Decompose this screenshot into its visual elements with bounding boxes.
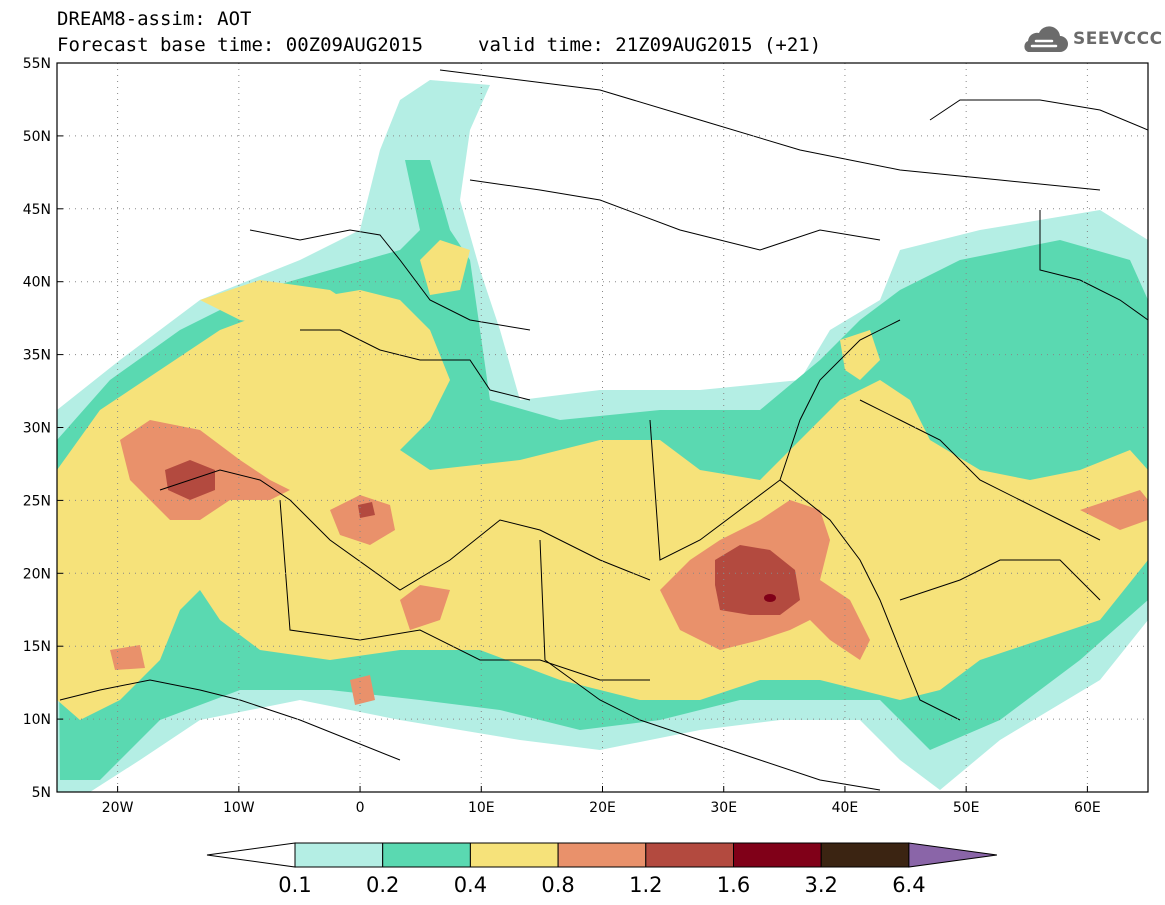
lat-tick-label: 40N [23,275,51,291]
aot-patch-iberia [200,280,360,330]
aot-patch-senegal [110,645,145,670]
colorbar-label: 0.2 [366,873,399,897]
lon-tick-label: 30E [710,800,737,816]
map-title: DREAM8-assim: AOT [57,8,252,30]
aot-field [57,63,1148,792]
colorbar-label: 6.4 [892,873,925,897]
colorbar-arrow-high [908,842,997,868]
colorbar-segment [382,842,471,868]
aot-patch-sahel [350,675,375,705]
logo-text: SEEVCCC [1073,29,1163,49]
colorbar-segment [645,842,734,868]
lon-tick-label: 10W [223,800,255,816]
aot-patch-niger [400,585,450,630]
colorbar-segment [469,842,559,868]
aot-patch-algeria [330,495,395,545]
aot-patch-iraq [840,330,880,380]
valid-time: valid time: 21Z09AUG2015 (+21) [478,34,822,56]
aot-patch-sudan-core [715,545,800,615]
lon-tick-label: 20E [589,800,616,816]
lon-tick-label: 0 [356,800,365,816]
aot-patch-algeria-core [358,502,375,518]
colorbar-label: 0.4 [454,873,487,897]
lat-tick-label: 10N [23,712,51,728]
lon-tick-label: 50E [953,800,980,816]
colorbar-label: 1.6 [717,873,750,897]
colorbar-segment [294,842,384,868]
lat-tick-label: 20N [23,566,51,582]
aot-patch-sardinia [420,240,470,295]
lat-tick-label: 55N [23,56,51,72]
colorbar-segment [733,842,822,868]
colorbar-arrow-low [206,842,296,868]
lat-tick-label: 25N [23,493,51,509]
lat-tick-label: 35N [23,348,51,364]
lon-tick-label: 10E [468,800,495,816]
lat-tick-label: 45N [23,202,51,218]
longitude-labels: 20W 10W 0 10E 20E 30E 40E 50E 60E [102,786,1101,816]
colorbar-label: 3.2 [804,873,837,897]
aot-level-1.6 [764,594,776,602]
colorbar-label: 1.2 [629,873,662,897]
colorbar-segment [557,842,647,868]
colorbar: 0.1 0.2 0.4 0.8 1.2 1.6 3.2 6.4 [206,842,997,897]
lat-tick-label: 30N [23,421,51,437]
colorbar-label: 0.1 [278,873,311,897]
lon-tick-label: 60E [1074,800,1101,816]
latitude-labels: 55N 50N 45N 40N 35N 30N 25N 20N 15N 10N 5N [23,56,63,801]
lat-tick-label: 5N [32,785,51,801]
lat-tick-label: 50N [23,129,51,145]
colorbar-segment [820,842,910,868]
aot-level-0.4 [57,290,1148,720]
lon-tick-label: 40E [832,800,859,816]
country-borders [59,69,1148,791]
lon-tick-label: 20W [102,800,134,816]
cloud-icon [1024,26,1068,52]
colorbar-label: 0.8 [541,873,574,897]
seevccc-logo: SEEVCCC [1018,24,1162,56]
lat-tick-label: 15N [23,639,51,655]
forecast-base-time: Forecast base time: 00Z09AUG2015 [57,34,424,56]
